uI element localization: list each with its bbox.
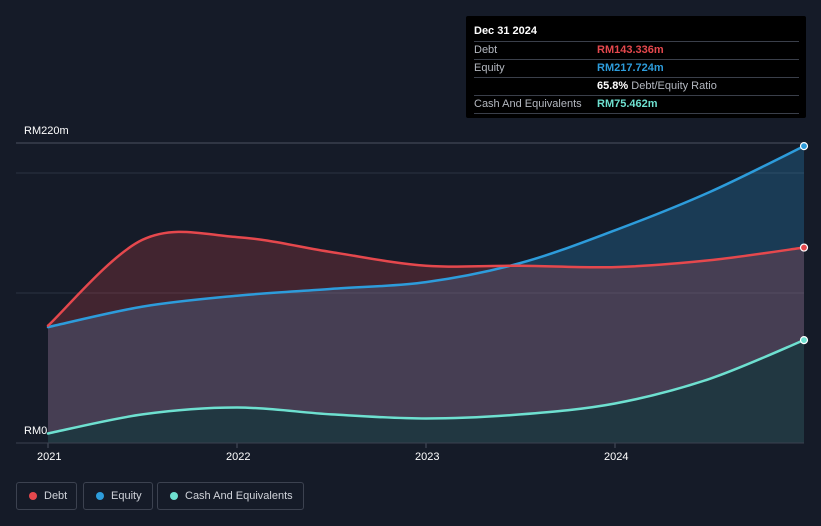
tooltip-cash-label: Cash And Equivalents xyxy=(474,98,582,110)
tooltip-debt-value: RM143.336m xyxy=(597,44,664,56)
y-tick-label-bottom: RM0 xyxy=(24,425,48,437)
x-tick-label-2024: 2024 xyxy=(604,451,629,463)
cash-legend-dot-icon xyxy=(170,492,178,500)
tooltip-ratio-value: 65.8% xyxy=(597,80,629,92)
data-tooltip: Dec 31 2024 Debt RM143.336m Equity RM217… xyxy=(466,16,806,118)
legend-item-cash[interactable]: Cash And Equivalents xyxy=(157,482,304,510)
tooltip-ratio-label: Debt/Equity Ratio xyxy=(631,80,717,92)
debt-line xyxy=(46,230,806,327)
y-tick-label-top: RM220m xyxy=(24,125,69,137)
legend-equity-label: Equity xyxy=(111,490,142,502)
debt-legend-dot-icon xyxy=(29,492,37,500)
x-tick-label-2023: 2023 xyxy=(415,451,440,463)
tooltip-equity-label: Equity xyxy=(474,62,505,74)
tooltip-row-ratio: 65.8% Debt/Equity Ratio xyxy=(474,78,799,96)
x-tick-label-2021: 2021 xyxy=(37,451,62,463)
cash-and-equivalents-area xyxy=(48,340,804,443)
cash-and-equivalents-end-marker xyxy=(799,335,809,345)
equity-end-marker xyxy=(799,142,809,151)
debt-area xyxy=(48,231,804,443)
equity-area xyxy=(48,146,804,443)
equity-legend-dot-icon xyxy=(96,492,104,500)
legend-item-debt[interactable]: Debt xyxy=(16,482,77,510)
tooltip-ratio: 65.8% Debt/Equity Ratio xyxy=(597,78,717,95)
tooltip-date: Dec 31 2024 xyxy=(474,24,799,42)
legend-item-equity[interactable]: Equity xyxy=(83,482,153,510)
debt-end-marker xyxy=(799,243,809,252)
tooltip-row-cash: Cash And Equivalents RM75.462m xyxy=(474,96,799,114)
tooltip-row-equity: Equity RM217.724m xyxy=(474,60,799,78)
tooltip-cash-value: RM75.462m xyxy=(597,98,658,110)
x-tick-label-2022: 2022 xyxy=(226,451,251,463)
tooltip-equity-value: RM217.724m xyxy=(597,62,664,74)
legend-debt-label: Debt xyxy=(44,490,68,502)
equity-line xyxy=(46,144,806,329)
cash-and-equivalents-area-mask xyxy=(48,340,804,443)
legend-cash-label: Cash And Equivalents xyxy=(185,490,293,502)
cash-and-equivalents-line xyxy=(46,338,806,435)
tooltip-debt-label: Debt xyxy=(474,44,498,56)
tooltip-row-debt: Debt RM143.336m xyxy=(474,42,799,60)
